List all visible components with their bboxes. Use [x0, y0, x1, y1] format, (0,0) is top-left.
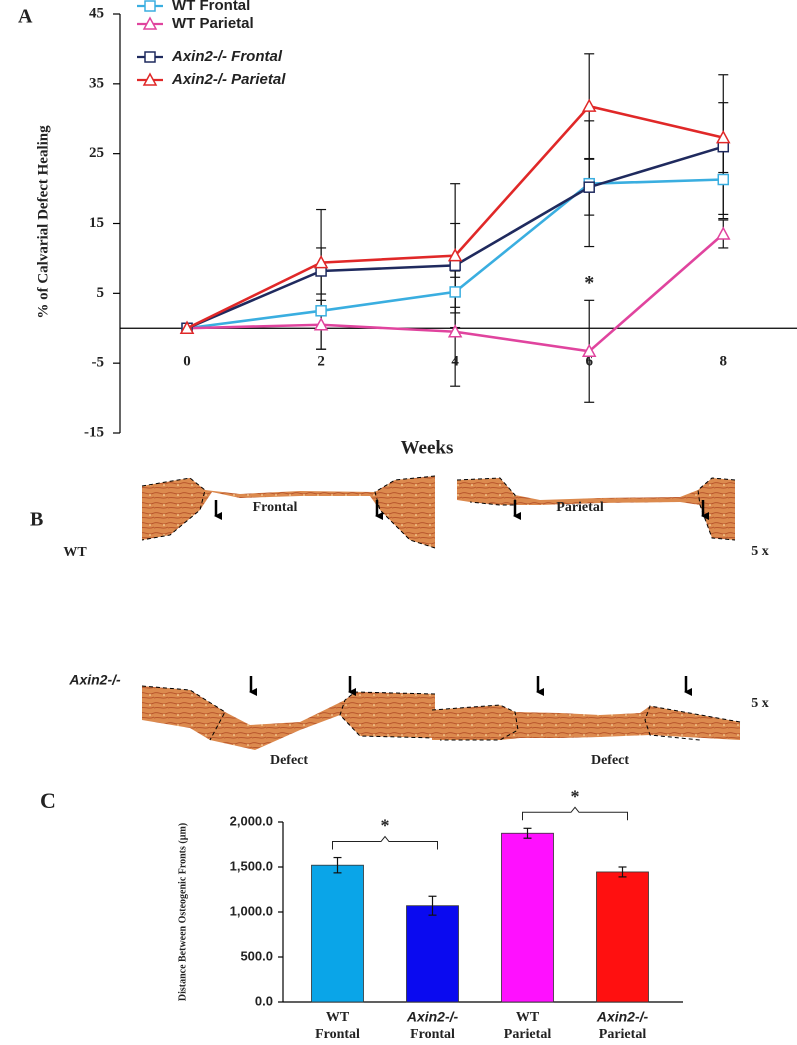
bottom-label: Defect: [591, 753, 629, 768]
error-bar: [523, 827, 532, 839]
y-tick-label: 2,000.0: [230, 813, 273, 828]
point: [583, 181, 595, 193]
x-tick-label: WT: [516, 1010, 540, 1025]
bar: [311, 864, 364, 1003]
tissue-section: [142, 476, 435, 548]
point: [144, 0, 156, 12]
point: [449, 286, 461, 298]
error-bar: [618, 866, 627, 878]
y-tick-label: 0.0: [255, 993, 273, 1008]
significance-bracket: [522, 806, 628, 821]
panel-label: B: [30, 509, 43, 531]
y-tick-label: 25: [89, 145, 104, 161]
point: [315, 305, 327, 317]
y-tick-label: 1,000.0: [230, 903, 273, 918]
error-bar: [333, 856, 342, 874]
significance-bracket: [332, 835, 438, 850]
y-axis-label: % of Calvarial Defect Healing: [35, 125, 51, 319]
point: [449, 259, 461, 272]
annotation: *: [584, 272, 594, 294]
arrows: [214, 500, 709, 696]
y-tick-label: 1,500.0: [230, 858, 273, 873]
row-label: Axin2-/-: [68, 672, 121, 688]
x-axis-label: Weeks: [401, 437, 454, 458]
magnification: 5 x: [751, 544, 769, 559]
point: [179, 320, 195, 334]
point: [447, 324, 463, 338]
panel-label: A: [18, 6, 33, 28]
x-tick-label: 0: [183, 353, 191, 369]
legend-label: Axin2-/- Parietal: [171, 71, 286, 88]
y-tick-label: 35: [89, 75, 104, 91]
x-tick-label: Parietal: [599, 1027, 647, 1042]
bar: [501, 832, 554, 1003]
tissue-outline: [141, 685, 436, 741]
point: [142, 72, 158, 86]
point: [447, 248, 463, 262]
magnification: 5 x: [751, 696, 769, 711]
column-label: Parietal: [556, 500, 604, 515]
point: [313, 255, 329, 269]
row-label: WT: [63, 545, 87, 560]
y-tick-label: -5: [92, 355, 105, 371]
legend-label: WT Frontal: [172, 0, 250, 14]
x-tick-label: Frontal: [410, 1027, 455, 1042]
point: [716, 130, 731, 144]
point: [581, 98, 597, 112]
error-bar: [428, 895, 437, 916]
legend-label: WT Parietal: [172, 15, 254, 32]
significance-label: *: [381, 816, 390, 836]
panel-label: C: [40, 788, 56, 813]
x-tick-label: Axin2-/-: [596, 1009, 649, 1025]
x-tick-label: Axin2-/-: [406, 1009, 459, 1025]
y-tick-label: 15: [89, 215, 104, 231]
y-tick-label: 500.0: [240, 948, 273, 963]
significance-label: *: [571, 786, 580, 806]
bar: [596, 871, 649, 1003]
x-tick-label: Frontal: [315, 1027, 360, 1042]
y-tick-label: 45: [89, 5, 104, 21]
tissue-section: [432, 705, 740, 740]
x-tick-label: WT: [326, 1010, 350, 1025]
y-tick-label: -15: [84, 424, 104, 440]
y-axis-label: Distance Between Osteogenic Fronts (µm): [177, 823, 188, 1001]
point: [716, 226, 731, 240]
tissue-section: [142, 686, 435, 750]
point: [717, 173, 730, 186]
point: [144, 51, 156, 63]
point: [313, 317, 329, 331]
x-tick-label: 8: [720, 353, 728, 369]
legend-label: Axin2-/- Frontal: [171, 48, 283, 65]
point: [142, 16, 158, 30]
y-tick-label: 5: [97, 285, 105, 301]
bottom-label: Defect: [270, 753, 308, 768]
bar: [406, 905, 459, 1003]
x-tick-label: 2: [317, 353, 325, 369]
histology-images: B Frontal Parietal WT Axin2-/- 5 x 5 x D…: [30, 475, 769, 768]
tissue-outline: [431, 704, 741, 741]
point: [581, 343, 597, 358]
tissue-section: [457, 478, 735, 540]
column-label: Frontal: [253, 500, 298, 515]
x-tick-label: Parietal: [504, 1027, 552, 1042]
